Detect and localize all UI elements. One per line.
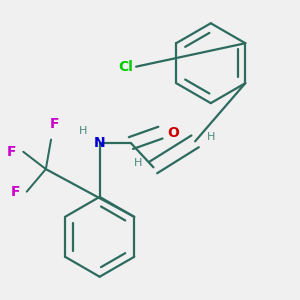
Text: H: H <box>79 126 87 136</box>
Text: F: F <box>10 185 20 199</box>
Text: O: O <box>168 126 179 140</box>
Text: Cl: Cl <box>118 60 133 74</box>
Text: N: N <box>94 136 106 150</box>
Text: F: F <box>7 145 16 159</box>
Text: H: H <box>207 132 215 142</box>
Text: H: H <box>134 158 142 168</box>
Text: F: F <box>50 117 59 131</box>
